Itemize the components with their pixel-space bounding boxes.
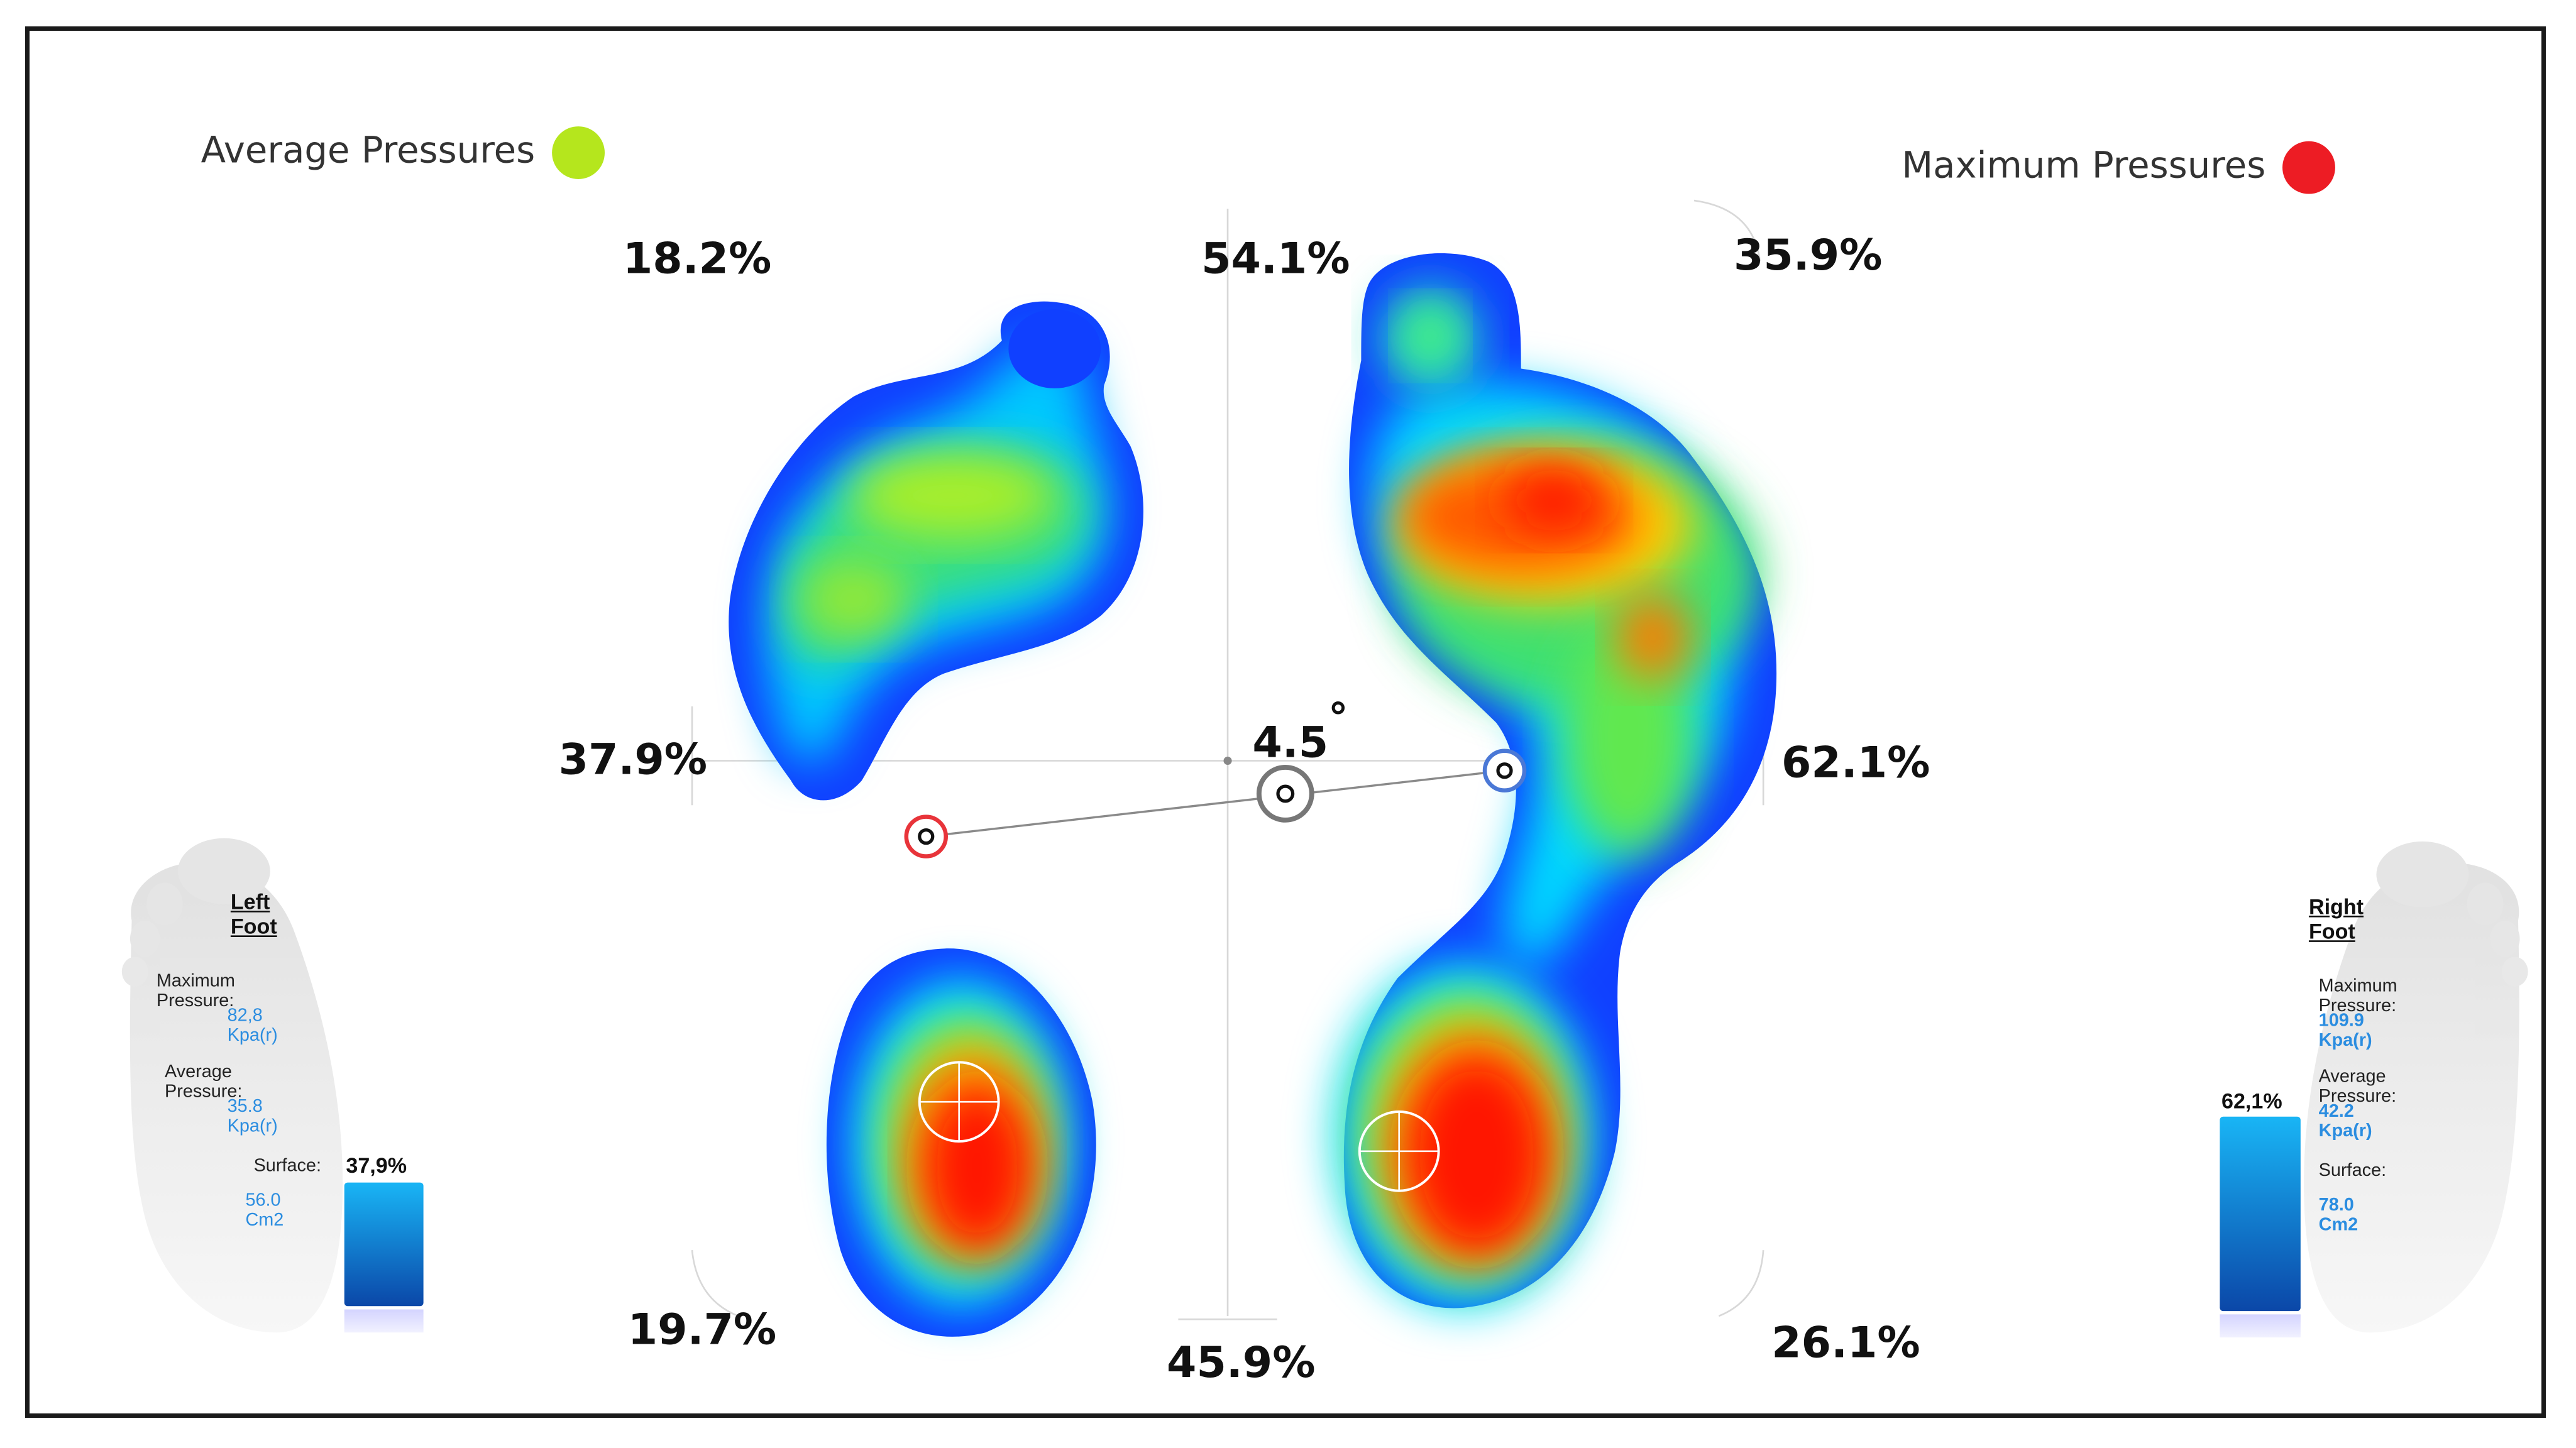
plantar-pressure-map (121, 199, 2528, 1337)
left-heel-heatmap (826, 948, 1096, 1337)
right-foot-title: Right Foot (2308, 894, 2364, 944)
right-surface-bar-reflection (2220, 1314, 2301, 1338)
right-surface-value: 78.0 Cm2 (2318, 1195, 2359, 1236)
bottom-right-arc (1718, 1250, 1764, 1317)
right-cop-marker (1482, 749, 1527, 793)
right-surface-label: Surface: (2318, 1161, 2387, 1182)
left-surface-value: 56.0 Cm2 (245, 1190, 284, 1231)
body-angle-value: 4.5 (1252, 719, 1329, 769)
right-max-pressure-label: Maximum Pressure: (2318, 976, 2397, 1016)
pressure-report-frame: Average Pressures Maximum Pressures (25, 26, 2546, 1418)
right-surface-bar (2220, 1116, 2301, 1312)
left-avg-pressure-value: 35.8 Kpa(r) (227, 1097, 278, 1137)
left-surface-label: Surface: (253, 1156, 321, 1176)
maximum-pressures-dot (2282, 141, 2335, 194)
body-cop-marker (1256, 765, 1314, 823)
top-right-percent: 35.9% (1733, 231, 1883, 282)
pressure-stage: Average Pressures Maximum Pressures (30, 31, 2541, 1413)
center-of-pressure (904, 749, 1527, 858)
top-left-percent: 18.2% (622, 235, 772, 285)
average-pressures-legend: Average Pressures (201, 126, 605, 179)
body-angle-readout: 4.5° (1252, 695, 1348, 769)
maximum-pressures-legend: Maximum Pressures (1902, 141, 2335, 194)
right-max-pressure-value: 109.9 Kpa(r) (2318, 1011, 2372, 1051)
right-foot-heatmap (1335, 253, 1777, 1308)
left-surface-bar-reflection (344, 1309, 424, 1333)
top-center-percent: 54.1% (1201, 235, 1350, 285)
maximum-pressures-label: Maximum Pressures (1902, 146, 2266, 188)
left-max-pressure-value: 82,8 Kpa(r) (227, 1006, 278, 1046)
cop-axis-line (926, 769, 1505, 838)
average-pressures-dot (551, 126, 605, 179)
left-surface-bar (344, 1182, 424, 1307)
bottom-right-percent: 26.1% (1771, 1319, 1920, 1369)
right-avg-pressure-value: 42.2 Kpa(r) (2318, 1102, 2372, 1142)
degree-symbol: ° (1328, 694, 1348, 741)
left-foot-title: Left Foot (230, 889, 277, 939)
bottom-left-arc (691, 1250, 739, 1317)
left-surface-percent: 37,9% (346, 1153, 407, 1178)
left-foot-silhouette (121, 838, 343, 1333)
left-forefoot-heatmap (729, 301, 1143, 801)
middle-right-percent: 62.1% (1781, 739, 1930, 789)
left-cop-marker (904, 814, 948, 858)
bottom-center-percent: 45.9% (1167, 1339, 1316, 1389)
middle-left-percent: 37.9% (558, 736, 708, 786)
right-foot-silhouette (2304, 841, 2528, 1333)
bottom-left-percent: 19.7% (627, 1306, 777, 1356)
right-surface-percent: 62,1% (2221, 1089, 2282, 1114)
left-max-pressure-label: Maximum Pressure: (156, 972, 235, 1011)
average-pressures-label: Average Pressures (201, 131, 536, 173)
left-avg-pressure-label: Average Pressure: (164, 1062, 243, 1102)
top-right-arc (1693, 199, 1761, 262)
right-avg-pressure-label: Average Pressure: (2318, 1067, 2397, 1107)
